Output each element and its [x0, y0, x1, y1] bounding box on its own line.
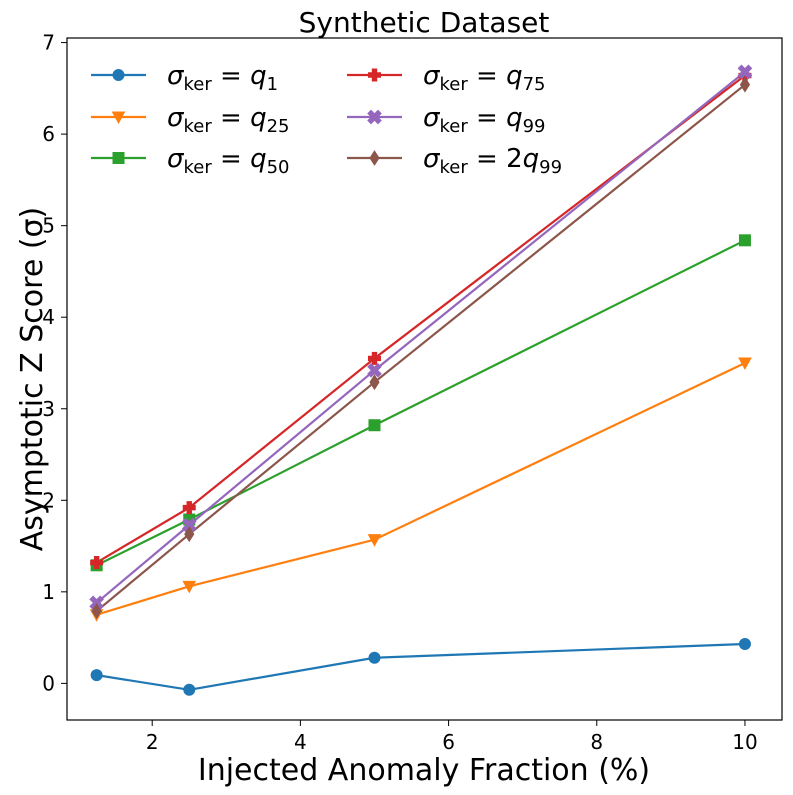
legend-marker: [111, 111, 126, 125]
data-point: [737, 64, 753, 80]
data-point: [184, 526, 195, 543]
legend-marker: [112, 69, 125, 81]
chart-title: Synthetic Dataset: [299, 6, 550, 39]
legend-item: σker = q99: [347, 103, 546, 137]
data-point: [368, 651, 381, 664]
x-tick-label: 4: [294, 730, 307, 754]
series-line-4: [96, 74, 746, 564]
series-line-6: [95, 83, 746, 612]
y-tick-label: 0: [42, 671, 55, 695]
legend-label: σker = q1: [167, 61, 278, 95]
data-point: [182, 501, 196, 515]
y-tick-label: 4: [42, 305, 55, 329]
legend-item: σker = q75: [347, 61, 546, 95]
x-tick-label: 6: [442, 730, 455, 754]
data-point: [90, 556, 104, 570]
series-lines: [95, 71, 746, 691]
data-point: [367, 534, 382, 547]
series-line-5: [95, 71, 746, 604]
data-point: [738, 234, 751, 247]
y-tick-label: 3: [42, 397, 55, 421]
x-tick-label: 10: [732, 730, 757, 754]
y-axis-title: Asymptotic Z Score (σ): [15, 207, 50, 552]
legend-item: σker = 2q99: [347, 144, 562, 178]
legend-marker: [112, 152, 125, 164]
legend: σker = q1 σker = q25 σker = q50 σker = q75 σ…: [91, 61, 562, 178]
plot-frame: [66, 37, 783, 721]
data-point: [738, 357, 752, 371]
axis-ticks: 2 4 6 8 10 0 1 2 3 4 5 6 7: [42, 31, 757, 754]
data-point: [368, 419, 381, 432]
data-point: [739, 76, 751, 93]
series-line-1: [96, 642, 745, 691]
legend-label: σker = q50: [167, 144, 290, 178]
y-tick-label: 1: [42, 580, 55, 604]
data-point: [182, 580, 197, 594]
series-markers: [89, 64, 753, 696]
legend-label: σker = q99: [423, 103, 546, 137]
y-tick-label: 6: [42, 122, 55, 146]
legend-item: σker = q25: [91, 103, 290, 137]
legend-marker: [369, 150, 380, 166]
legend-label: σker = q25: [167, 103, 290, 137]
data-point: [90, 669, 103, 682]
legend-label: σker = q75: [423, 61, 546, 95]
legend-item: σker = q1: [91, 61, 278, 95]
x-tick-label: 2: [146, 730, 159, 754]
y-tick-label: 5: [42, 214, 55, 238]
legend-marker: [368, 68, 381, 82]
y-tick-label: 7: [42, 31, 55, 55]
data-point: [738, 638, 751, 651]
x-axis-title: Injected Anomaly Fraction (%): [198, 753, 650, 788]
x-tick-label: 8: [590, 730, 603, 754]
y-tick-label: 2: [42, 488, 55, 512]
legend-marker: [367, 109, 382, 125]
legend-item: σker = q50: [91, 144, 290, 178]
series-line-3: [96, 239, 746, 567]
data-point: [369, 374, 380, 391]
data-point: [91, 603, 102, 619]
series-line-2: [96, 361, 746, 616]
legend-label: σker = 2q99: [423, 144, 562, 178]
data-point: [367, 362, 382, 378]
data-point: [181, 517, 197, 533]
data-point: [183, 683, 196, 696]
